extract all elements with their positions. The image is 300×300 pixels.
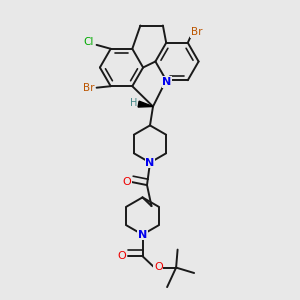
Text: N: N [146, 158, 154, 168]
Text: O: O [122, 177, 131, 187]
Text: Br: Br [191, 27, 202, 37]
Text: N: N [138, 230, 147, 240]
Text: H: H [130, 98, 137, 108]
Text: Br: Br [83, 83, 94, 93]
Polygon shape [138, 101, 153, 107]
Text: O: O [118, 251, 127, 261]
Text: Cl: Cl [84, 38, 94, 47]
Text: N: N [162, 77, 171, 87]
Text: O: O [154, 262, 163, 272]
